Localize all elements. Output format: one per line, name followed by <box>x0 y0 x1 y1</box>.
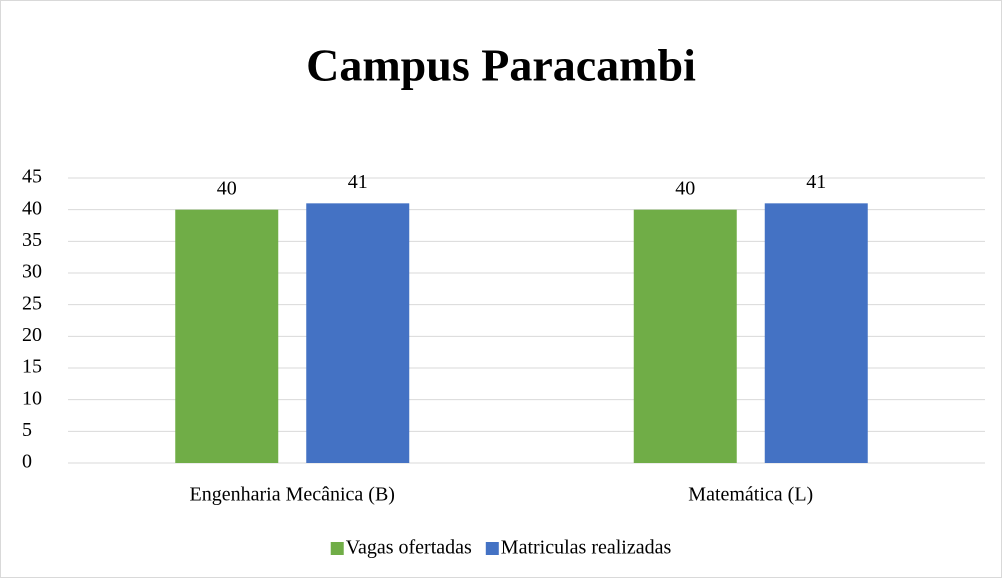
y-tick-label: 45 <box>22 166 42 188</box>
y-tick-label: 30 <box>22 261 42 283</box>
data-label: 41 <box>348 171 368 193</box>
bar <box>175 209 279 463</box>
legend-label: Vagas ofertadas <box>346 537 472 559</box>
chart-title: Campus Paracambi <box>306 40 696 91</box>
y-tick-label: 5 <box>22 419 32 441</box>
y-tick-label: 20 <box>22 324 42 346</box>
y-tick-label: 15 <box>22 356 42 378</box>
legend-label: Matriculas realizadas <box>501 537 672 559</box>
y-tick-label: 25 <box>22 292 42 314</box>
x-tick-label: Engenharia Mecânica (B) <box>190 484 395 506</box>
data-label: 41 <box>806 171 826 193</box>
bar <box>306 203 410 464</box>
y-tick-label: 35 <box>22 229 42 251</box>
data-label: 40 <box>675 177 695 199</box>
legend-swatch <box>330 542 344 555</box>
y-tick-label: 10 <box>22 387 42 409</box>
bar <box>633 209 737 463</box>
y-tick-label: 40 <box>22 197 42 219</box>
bar <box>764 203 868 464</box>
data-label: 40 <box>217 177 237 199</box>
legend-swatch <box>485 542 499 555</box>
x-tick-label: Matemática (L) <box>688 484 813 506</box>
y-tick-label: 0 <box>22 451 32 473</box>
